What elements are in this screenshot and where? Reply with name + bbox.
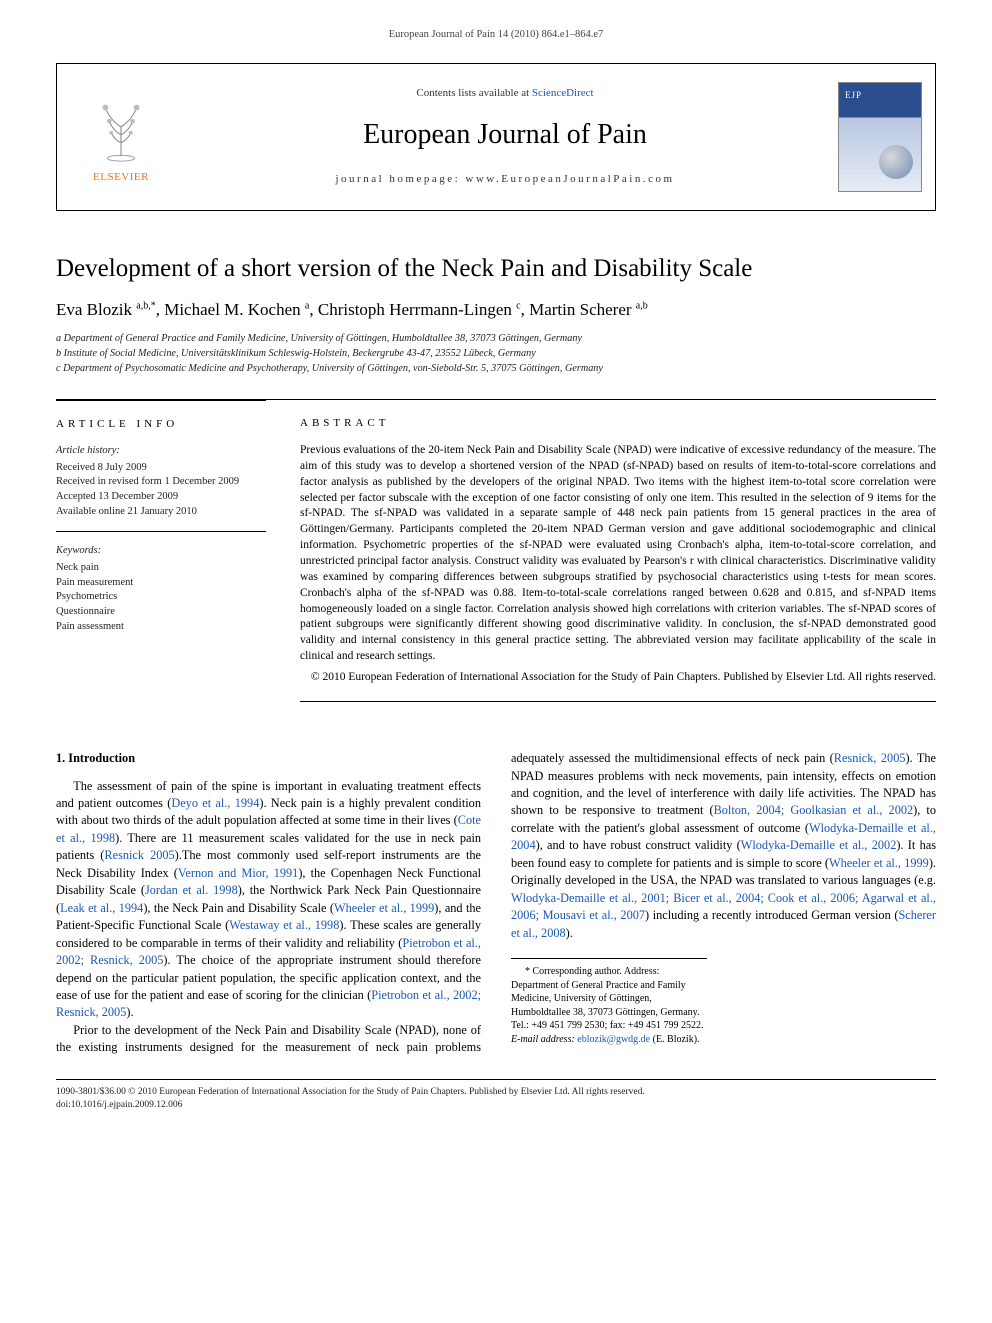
sciencedirect-link[interactable]: ScienceDirect <box>532 87 594 99</box>
info-abstract-row: ARTICLE INFO Article history: Received 8… <box>56 399 936 703</box>
citation-link[interactable]: Jordan et al. 1998 <box>145 883 238 897</box>
abstract-text: Previous evaluations of the 20-item Neck… <box>300 443 936 665</box>
page-footer: 1090-3801/$36.00 © 2010 European Federat… <box>56 1079 936 1112</box>
journal-cover-cell <box>825 64 935 210</box>
contents-prefix: Contents lists available at <box>416 87 531 99</box>
abstract-column: ABSTRACT Previous evaluations of the 20-… <box>300 416 936 703</box>
text-run: ). <box>126 1005 133 1019</box>
citation-link[interactable]: Wheeler et al., 1999 <box>829 856 929 870</box>
history-online: Available online 21 January 2010 <box>56 505 266 520</box>
keyword-item: Pain measurement <box>56 576 266 591</box>
text-run: ) including a recently introduced German… <box>645 908 898 922</box>
intro-paragraph-1: The assessment of pain of the spine is i… <box>56 778 481 1022</box>
keywords-label: Keywords: <box>56 544 266 559</box>
body-two-column: 1. Introduction The assessment of pain o… <box>56 750 936 1057</box>
citation-link[interactable]: Leak et al., 1994 <box>60 901 143 915</box>
affiliations-block: a Department of General Practice and Fam… <box>56 332 936 377</box>
text-run: ), the Neck Pain and Disability Scale ( <box>143 901 334 915</box>
article-title: Development of a short version of the Ne… <box>56 253 936 284</box>
citation-link[interactable]: Westaway et al., 1998 <box>229 918 339 932</box>
publisher-cell: ELSEVIER <box>57 64 185 210</box>
citation-link[interactable]: Deyo et al., 1994 <box>171 796 259 810</box>
journal-title-cell: Contents lists available at ScienceDirec… <box>185 64 825 210</box>
keyword-item: Questionnaire <box>56 605 266 620</box>
corresponding-text: * Corresponding author. Address: Departm… <box>511 965 707 1033</box>
citation-link[interactable]: Vernon and Mior, 1991 <box>178 866 298 880</box>
text-run: ), and to have robust construct validity… <box>536 838 741 852</box>
running-header: European Journal of Pain 14 (2010) 864.e… <box>56 28 936 43</box>
citation-link[interactable]: Bolton, 2004; Goolkasian et al., 2002 <box>714 803 914 817</box>
email-suffix: (E. Blozik). <box>650 1034 699 1045</box>
citation-link[interactable]: Resnick 2005 <box>104 848 174 862</box>
text-run: ). <box>566 926 573 940</box>
footer-doi: doi:10.1016/j.ejpain.2009.12.006 <box>56 1099 936 1112</box>
affiliation-c: c Department of Psychosomatic Medicine a… <box>56 362 936 376</box>
affiliation-a: a Department of General Practice and Fam… <box>56 332 936 346</box>
citation-link[interactable]: Wlodyka-Demaille et al., 2002 <box>741 838 897 852</box>
keywords-block: Keywords: Neck pain Pain measurement Psy… <box>56 544 266 634</box>
corresponding-email-line: E-mail address: eblozik@gwdg.de (E. Bloz… <box>511 1033 707 1047</box>
author-list: Eva Blozik a,b,*, Michael M. Kochen a, C… <box>56 298 936 322</box>
article-info-column: ARTICLE INFO Article history: Received 8… <box>56 400 266 703</box>
affiliation-b: b Institute of Social Medicine, Universi… <box>56 347 936 361</box>
journal-header-box: ELSEVIER Contents lists available at Sci… <box>56 63 936 211</box>
abstract-copyright: © 2010 European Federation of Internatio… <box>300 669 936 685</box>
elsevier-tree-icon <box>90 88 152 166</box>
email-link[interactable]: eblozik@gwdg.de <box>577 1034 650 1045</box>
keyword-item: Neck pain <box>56 561 266 576</box>
intro-heading: 1. Introduction <box>56 750 481 767</box>
keyword-item: Pain assessment <box>56 620 266 635</box>
contents-available-line: Contents lists available at ScienceDirec… <box>416 86 593 101</box>
email-label: E-mail address: <box>511 1034 577 1045</box>
journal-homepage-line: journal homepage: www.EuropeanJournalPai… <box>335 172 674 187</box>
history-revised: Received in revised form 1 December 2009 <box>56 475 266 490</box>
history-label: Article history: <box>56 444 266 459</box>
corresponding-author-note: * Corresponding author. Address: Departm… <box>511 958 707 1046</box>
keyword-item: Psychometrics <box>56 590 266 605</box>
citation-link[interactable]: Wheeler et al., 1999 <box>334 901 434 915</box>
history-accepted: Accepted 13 December 2009 <box>56 490 266 505</box>
history-received: Received 8 July 2009 <box>56 461 266 476</box>
journal-title: European Journal of Pain <box>363 115 647 154</box>
footer-copyright: 1090-3801/$36.00 © 2010 European Federat… <box>56 1086 936 1099</box>
abstract-heading: ABSTRACT <box>300 416 936 431</box>
citation-link[interactable]: Resnick, 2005 <box>834 751 906 765</box>
article-info-heading: ARTICLE INFO <box>56 417 266 432</box>
article-history-block: Article history: Received 8 July 2009 Re… <box>56 444 266 532</box>
publisher-label: ELSEVIER <box>93 170 149 185</box>
journal-cover-icon <box>838 82 922 192</box>
